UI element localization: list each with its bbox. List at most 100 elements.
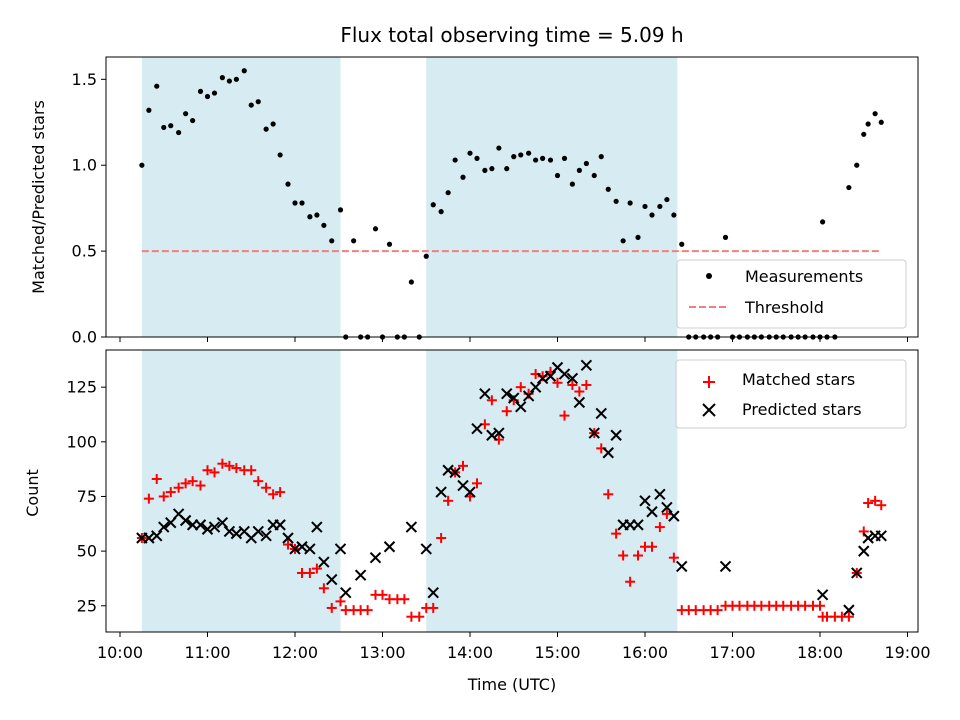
predicted-star-point <box>558 368 571 380</box>
measurement-point <box>518 152 524 158</box>
measurement-point <box>248 102 254 108</box>
predicted-star-point <box>544 370 557 382</box>
predicted-star-point <box>151 530 163 542</box>
predicted-star-point <box>862 532 874 544</box>
predicted-star-point <box>501 388 513 400</box>
measurement-point <box>285 181 291 187</box>
matched-star-point <box>143 493 154 504</box>
matched-star-point <box>202 465 213 476</box>
measurement-point <box>161 124 167 131</box>
legend-predicted-label: Predicted stars <box>742 400 862 419</box>
x-tick-label: 11:00 <box>184 643 230 662</box>
measurement-point <box>627 200 633 206</box>
measurement-point <box>489 166 495 172</box>
predicted-star-point <box>449 466 461 479</box>
predicted-star-point <box>816 589 829 601</box>
top-y-tick-label: 0.0 <box>72 328 97 347</box>
measurement-point <box>329 238 335 244</box>
matched-star-point <box>362 605 373 616</box>
predicted-star-point <box>486 429 498 441</box>
matched-star-point <box>275 487 286 498</box>
matched-star-point <box>863 498 874 509</box>
measurement-point <box>467 150 473 156</box>
measurement-point <box>846 184 852 191</box>
bottom-y-tick-label: 25 <box>77 596 97 615</box>
measurement-point <box>504 166 510 172</box>
predicted-star-point <box>311 521 323 533</box>
count-panel: 25 50 75 100 125 10:00 11:00 12:00 13:00 14:00 15… <box>23 349 931 694</box>
predicted-star-point <box>340 586 352 599</box>
top-y-tick-label: 1.0 <box>72 156 97 175</box>
predicted-star-point <box>566 372 579 385</box>
matched-star-point <box>261 482 272 493</box>
predicted-star-point <box>194 519 207 531</box>
matched-star-point <box>224 460 235 471</box>
predicted-star-point <box>851 567 863 579</box>
bottom-x-ticks: 10:00 11:00 12:00 13:00 14:00 15:00 16:00 17:00… <box>97 632 931 662</box>
predicted-star-point <box>646 506 658 518</box>
measurement-point <box>482 167 488 173</box>
measurement-point <box>299 200 305 206</box>
top-shaded-intervals <box>141 57 678 337</box>
measurement-point <box>576 167 582 173</box>
measurement-point <box>408 279 414 285</box>
measurement-point <box>314 212 320 218</box>
matched-star-point <box>180 478 191 489</box>
predicted-star-point <box>719 560 732 573</box>
predicted-star-point <box>588 427 600 439</box>
matched-star-point <box>165 487 176 498</box>
matched-star-point <box>870 495 881 506</box>
predicted-star-point <box>334 543 347 555</box>
matched-star-point <box>486 395 497 406</box>
ratio-panel: 0.0 0.5 1.0 1.5 Matched/Predicted stars Mea… <box>29 56 919 347</box>
predicted-star-point <box>479 388 491 400</box>
predicted-star-point <box>632 519 644 531</box>
measurement-point <box>292 200 298 206</box>
x-tick-label: 18:00 <box>797 643 843 662</box>
matched-star-point <box>458 460 468 471</box>
measurement-point <box>183 111 189 117</box>
matched-star-point <box>472 478 482 489</box>
matched-star-point <box>815 600 825 611</box>
matched-star-point <box>318 583 329 594</box>
bottom-shaded-intervals <box>141 350 678 632</box>
measurement-point <box>533 157 539 163</box>
matched-star-point <box>231 463 242 474</box>
bottom-y-ticks: 25 50 75 100 125 <box>66 378 106 615</box>
measurement-point <box>591 172 597 179</box>
measurement-point <box>219 75 225 81</box>
matched-star-point <box>625 576 636 587</box>
measurement-point <box>642 203 648 210</box>
measurement-point <box>583 160 589 167</box>
measurement-point <box>657 203 663 210</box>
measurement-point <box>878 119 884 125</box>
measurement-point <box>511 154 517 160</box>
matched-star-point <box>246 465 257 476</box>
measurement-point <box>540 155 546 161</box>
measurement-point <box>554 172 561 179</box>
predicted-star-point <box>508 392 520 404</box>
predicted-star-point <box>471 422 483 435</box>
predicted-stars-layer <box>136 359 887 616</box>
matched-star-point <box>304 567 315 578</box>
predicted-star-point <box>858 545 870 557</box>
bottom-y-tick-label: 75 <box>77 487 97 506</box>
predicted-star-point <box>442 464 454 476</box>
measurement-point <box>430 202 436 208</box>
predicted-star-point <box>639 495 651 507</box>
matched-star-point <box>377 589 388 600</box>
matched-star-point <box>876 500 887 511</box>
measurement-point <box>211 90 218 96</box>
matched-star-point <box>399 594 410 605</box>
matched-star-point <box>574 386 585 397</box>
x-tick-label: 17:00 <box>709 643 755 662</box>
predicted-star-point <box>252 525 264 538</box>
predicted-star-point <box>602 447 614 459</box>
measurement-point <box>865 121 871 127</box>
predicted-star-point <box>464 486 476 498</box>
measurement-point <box>569 181 575 187</box>
matched-star-point <box>668 552 679 563</box>
measurement-point <box>854 162 860 168</box>
measurement-point <box>605 186 611 192</box>
predicted-star-point <box>230 527 243 540</box>
